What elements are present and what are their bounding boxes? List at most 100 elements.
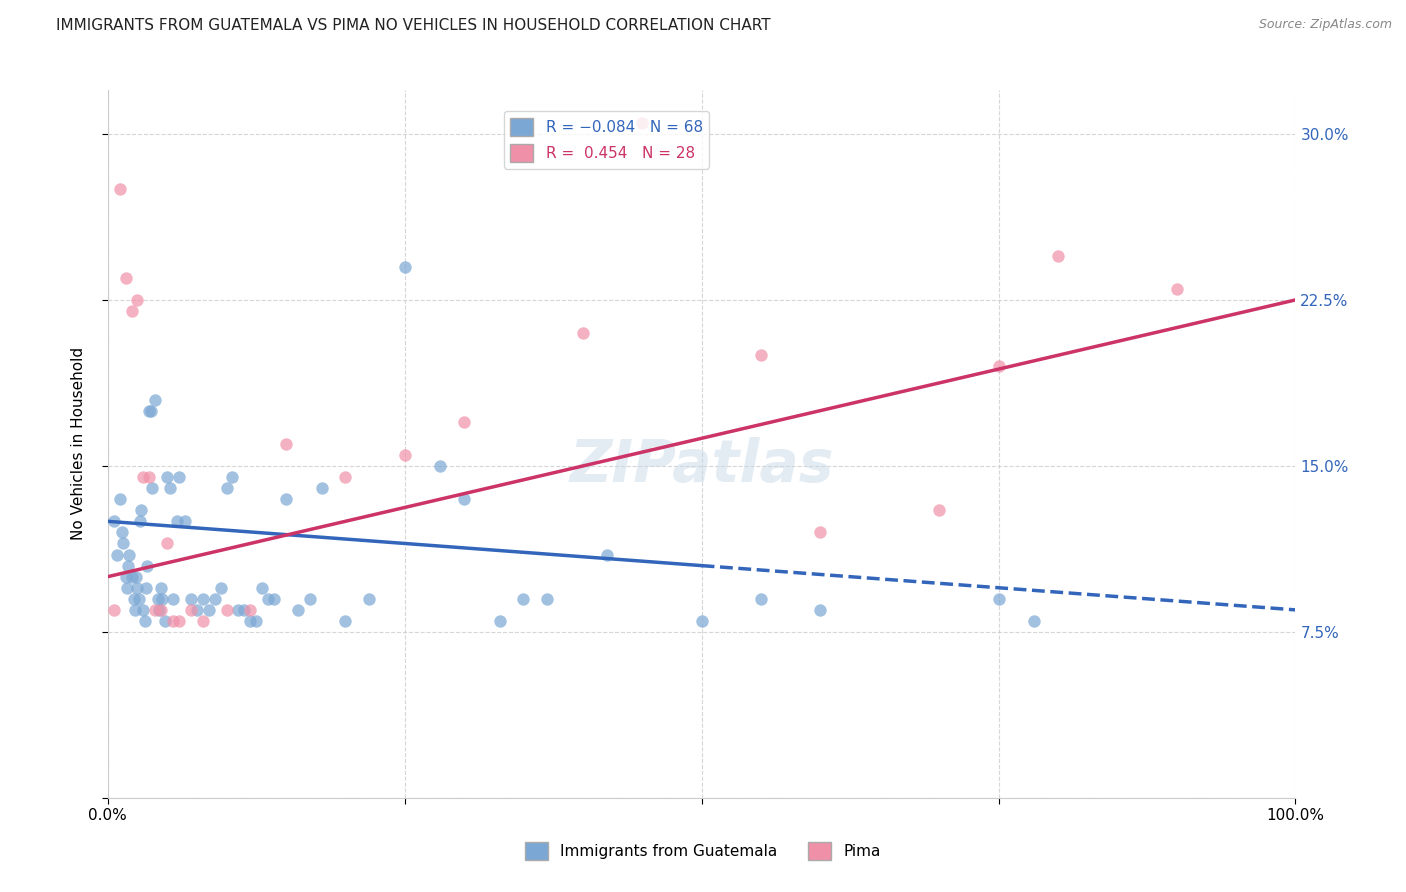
Point bbox=[357, 591, 380, 606]
Point bbox=[135, 581, 157, 595]
Point bbox=[136, 558, 159, 573]
Point bbox=[174, 514, 197, 528]
Point bbox=[128, 591, 150, 606]
Point bbox=[103, 603, 125, 617]
Point bbox=[152, 591, 174, 606]
Point bbox=[690, 614, 713, 628]
Point bbox=[167, 614, 190, 628]
Point bbox=[162, 614, 184, 628]
Point bbox=[250, 581, 273, 595]
Point bbox=[335, 614, 357, 628]
Point bbox=[808, 525, 831, 540]
Point bbox=[121, 304, 143, 318]
Point bbox=[125, 569, 148, 583]
Point bbox=[180, 603, 202, 617]
Point bbox=[631, 116, 654, 130]
Point bbox=[595, 548, 617, 562]
Point bbox=[394, 260, 416, 274]
Y-axis label: No Vehicles in Household: No Vehicles in Household bbox=[72, 347, 86, 541]
Point bbox=[150, 603, 173, 617]
Point bbox=[124, 603, 146, 617]
Point bbox=[115, 581, 138, 595]
Point bbox=[156, 536, 179, 550]
Point bbox=[298, 591, 321, 606]
Point bbox=[121, 569, 143, 583]
Point bbox=[114, 569, 136, 583]
Point bbox=[134, 614, 156, 628]
Point bbox=[536, 591, 558, 606]
Point bbox=[139, 403, 162, 417]
Point bbox=[749, 348, 772, 362]
Point bbox=[128, 514, 150, 528]
Text: IMMIGRANTS FROM GUATEMALA VS PIMA NO VEHICLES IN HOUSEHOLD CORRELATION CHART: IMMIGRANTS FROM GUATEMALA VS PIMA NO VEH… bbox=[56, 18, 770, 33]
Point bbox=[274, 437, 297, 451]
Text: ZIPatlas: ZIPatlas bbox=[569, 436, 834, 493]
Point bbox=[132, 603, 155, 617]
Point bbox=[191, 591, 214, 606]
Point bbox=[132, 470, 155, 484]
Point bbox=[429, 458, 451, 473]
Point bbox=[153, 614, 176, 628]
Point bbox=[245, 614, 267, 628]
Point bbox=[150, 581, 173, 595]
Point bbox=[143, 392, 166, 407]
Point bbox=[162, 591, 184, 606]
Text: Source: ZipAtlas.com: Source: ZipAtlas.com bbox=[1258, 18, 1392, 31]
Point bbox=[335, 470, 357, 484]
Point bbox=[148, 603, 170, 617]
Point bbox=[1166, 282, 1188, 296]
Point bbox=[221, 470, 243, 484]
Point bbox=[117, 558, 139, 573]
Point bbox=[987, 359, 1010, 374]
Point bbox=[180, 591, 202, 606]
Point bbox=[138, 403, 160, 417]
Point bbox=[204, 591, 226, 606]
Point bbox=[114, 270, 136, 285]
Point bbox=[159, 481, 181, 495]
Point bbox=[274, 492, 297, 507]
Point bbox=[488, 614, 510, 628]
Point bbox=[108, 492, 131, 507]
Point bbox=[191, 614, 214, 628]
Point bbox=[263, 591, 285, 606]
Legend: R = −0.084   N = 68, R =  0.454   N = 28: R = −0.084 N = 68, R = 0.454 N = 28 bbox=[505, 112, 709, 169]
Point bbox=[215, 603, 238, 617]
Point bbox=[111, 525, 134, 540]
Point bbox=[122, 591, 145, 606]
Point bbox=[257, 591, 280, 606]
Point bbox=[311, 481, 333, 495]
Point bbox=[239, 614, 262, 628]
Point bbox=[287, 603, 309, 617]
Point bbox=[215, 481, 238, 495]
Point bbox=[118, 548, 141, 562]
Point bbox=[112, 536, 135, 550]
Point bbox=[228, 603, 250, 617]
Point bbox=[186, 603, 208, 617]
Point bbox=[209, 581, 232, 595]
Point bbox=[143, 603, 166, 617]
Point bbox=[166, 514, 188, 528]
Point bbox=[156, 470, 179, 484]
Point bbox=[1046, 249, 1069, 263]
Point bbox=[453, 492, 475, 507]
Point bbox=[749, 591, 772, 606]
Point bbox=[987, 591, 1010, 606]
Point bbox=[105, 548, 128, 562]
Point bbox=[453, 415, 475, 429]
Point bbox=[572, 326, 595, 340]
Point bbox=[239, 603, 262, 617]
Point bbox=[394, 448, 416, 462]
Point bbox=[141, 481, 163, 495]
Point bbox=[1024, 614, 1046, 628]
Point bbox=[129, 503, 152, 517]
Point bbox=[146, 591, 169, 606]
Point bbox=[808, 603, 831, 617]
Point bbox=[512, 591, 534, 606]
Point bbox=[928, 503, 950, 517]
Point bbox=[127, 293, 149, 307]
Point bbox=[108, 182, 131, 196]
Point bbox=[233, 603, 256, 617]
Point bbox=[167, 470, 190, 484]
Legend: Immigrants from Guatemala, Pima: Immigrants from Guatemala, Pima bbox=[519, 836, 887, 866]
Point bbox=[103, 514, 125, 528]
